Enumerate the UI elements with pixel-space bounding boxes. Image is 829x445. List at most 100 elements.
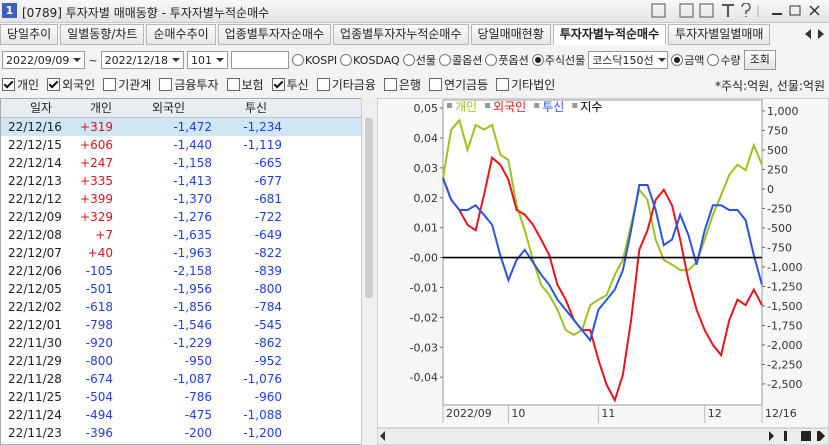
y2-tick-label: -500 [767, 222, 792, 235]
table-cell: -1,856 [173, 300, 212, 314]
checkbox-box[interactable] [271, 78, 285, 91]
icon[interactable] [722, 4, 734, 17]
radio-button[interactable] [438, 54, 451, 66]
tab[interactable]: 당일추이 [0, 24, 59, 45]
table-cell: 22/12/06 [8, 264, 62, 278]
table-cell: -800 [254, 282, 282, 296]
chart-nav-buttons[interactable] [769, 431, 825, 441]
y2-tick-label: 1,000 [767, 105, 799, 118]
table-cell: -920 [85, 336, 113, 350]
checkbox-box[interactable] [496, 78, 510, 91]
y2-tick-label: -250 [767, 202, 792, 215]
tab[interactable]: 투자자별일별매매 [668, 24, 771, 45]
radio-button[interactable] [531, 54, 544, 66]
checkbox[interactable]: 보험 [226, 76, 264, 93]
checkbox[interactable]: 기타금융 [316, 76, 376, 93]
table-row[interactable] [1, 424, 362, 443]
maximize[interactable] [789, 5, 801, 16]
scroll-thumb[interactable] [365, 118, 373, 298]
tab[interactable]: 업종별투자자누적순매수 [333, 24, 469, 45]
radio[interactable]: 주식선물 [531, 52, 586, 68]
icon[interactable] [651, 3, 666, 18]
radio[interactable]: 수량 [707, 52, 741, 68]
checkbox[interactable]: 기타법인 [496, 76, 555, 93]
table-cell: -1,087 [173, 372, 212, 386]
tab[interactable]: 업종별투자자순매수 [217, 24, 332, 45]
code-input[interactable] [231, 51, 290, 69]
checkbox[interactable]: 연기금등 [428, 76, 488, 93]
radio-label: 주식선물 [544, 54, 586, 67]
radio-button[interactable] [485, 54, 498, 66]
chart-scrollbar[interactable] [377, 427, 829, 445]
icon[interactable] [679, 3, 694, 18]
checkbox-box[interactable] [159, 78, 173, 91]
icon[interactable] [741, 3, 751, 17]
checkbox[interactable]: 기관계 [103, 76, 151, 93]
radio-button[interactable] [292, 54, 305, 66]
tab-left[interactable] [805, 29, 811, 39]
start-date[interactable]: 2022/09/09 [2, 51, 86, 69]
radio[interactable]: KOSDAQ [340, 54, 400, 67]
y2-tick-label: -1,250 [767, 280, 802, 293]
window-icons [651, 3, 820, 18]
tab[interactable]: 일별동향/차트 [60, 24, 145, 45]
checkbox-box[interactable] [2, 78, 15, 91]
radio[interactable]: 콜옵션 [438, 52, 483, 68]
radio[interactable]: 금액 [671, 52, 704, 68]
series-line [442, 118, 763, 336]
tab-right[interactable] [818, 29, 824, 39]
table-cell: -1,076 [243, 372, 282, 386]
y2-tick-label: -1,500 [767, 300, 802, 313]
table-cell: 22/11/29 [8, 354, 62, 368]
scroll-left[interactable] [380, 431, 385, 441]
checkbox[interactable]: 금융투자 [159, 76, 219, 93]
data-table: 일자 개인 외국인 투신 22/12/16 +319 -1,472 -1,234 22/12/1… [0, 98, 376, 445]
y2-tick-label: -750 [767, 241, 792, 254]
code-select[interactable]: 101 [187, 51, 229, 69]
checkbox-box[interactable] [103, 78, 117, 91]
tab[interactable]: 당일매매현황 [470, 24, 551, 45]
legend-swatch [447, 103, 452, 108]
legend-swatch [534, 103, 540, 108]
radio-button[interactable] [671, 54, 684, 66]
tab[interactable]: 투자자별누적순매수 [552, 24, 667, 45]
radio-label: 콜옵션 [451, 54, 483, 67]
close[interactable] [809, 5, 820, 16]
checkbox[interactable]: 은행 [383, 76, 421, 93]
checkbox-label: 은행 [398, 78, 421, 92]
table-cell: -822 [254, 246, 282, 260]
radio-button[interactable] [340, 54, 353, 66]
checkbox-box[interactable] [226, 78, 240, 91]
checkbox-box[interactable] [428, 78, 442, 91]
window-badge: 1 [2, 3, 17, 18]
product-select[interactable]: 코스닥150선 [588, 51, 669, 69]
radio[interactable]: KOSPI [292, 54, 337, 67]
radio-label: KOSPI [305, 53, 338, 67]
y2-tick-label: -2,000 [767, 339, 802, 352]
table-cell: 22/11/25 [8, 390, 62, 404]
radio-button[interactable] [402, 54, 415, 66]
checkbox-box[interactable] [316, 78, 330, 91]
icon[interactable] [699, 3, 714, 18]
radio[interactable]: 선물 [402, 52, 436, 68]
radio[interactable]: 풋옵션 [485, 52, 529, 68]
end-date[interactable]: 2022/12/18 [100, 51, 185, 69]
radio-button[interactable] [707, 54, 720, 66]
checkbox[interactable]: 투신 [271, 76, 309, 93]
series-line [442, 177, 763, 343]
table-cell: -1,088 [243, 408, 282, 422]
scrollbar[interactable] [361, 98, 377, 445]
search-button[interactable]: 조회 [743, 50, 776, 70]
tab[interactable]: 순매수추이 [146, 24, 216, 45]
checkbox[interactable]: 외국인 [47, 76, 95, 93]
column-header: 일자 [1, 99, 81, 118]
table-cell: -1,635 [173, 228, 212, 242]
table-cell: -798 [85, 318, 113, 332]
tab-bar: 당일추이 일별동향/차트 순매수추이 업종별투자자순매수 업종별투자자누적순매수 당일매매… [0, 24, 772, 45]
y-tick-label: -0,01 [410, 281, 438, 294]
checkbox-box[interactable] [47, 78, 61, 91]
table-cell: -504 [85, 390, 113, 404]
checkbox-box[interactable] [383, 78, 397, 91]
checkbox[interactable]: 개인 [2, 76, 39, 93]
checkbox-label: 개인 [17, 78, 40, 92]
